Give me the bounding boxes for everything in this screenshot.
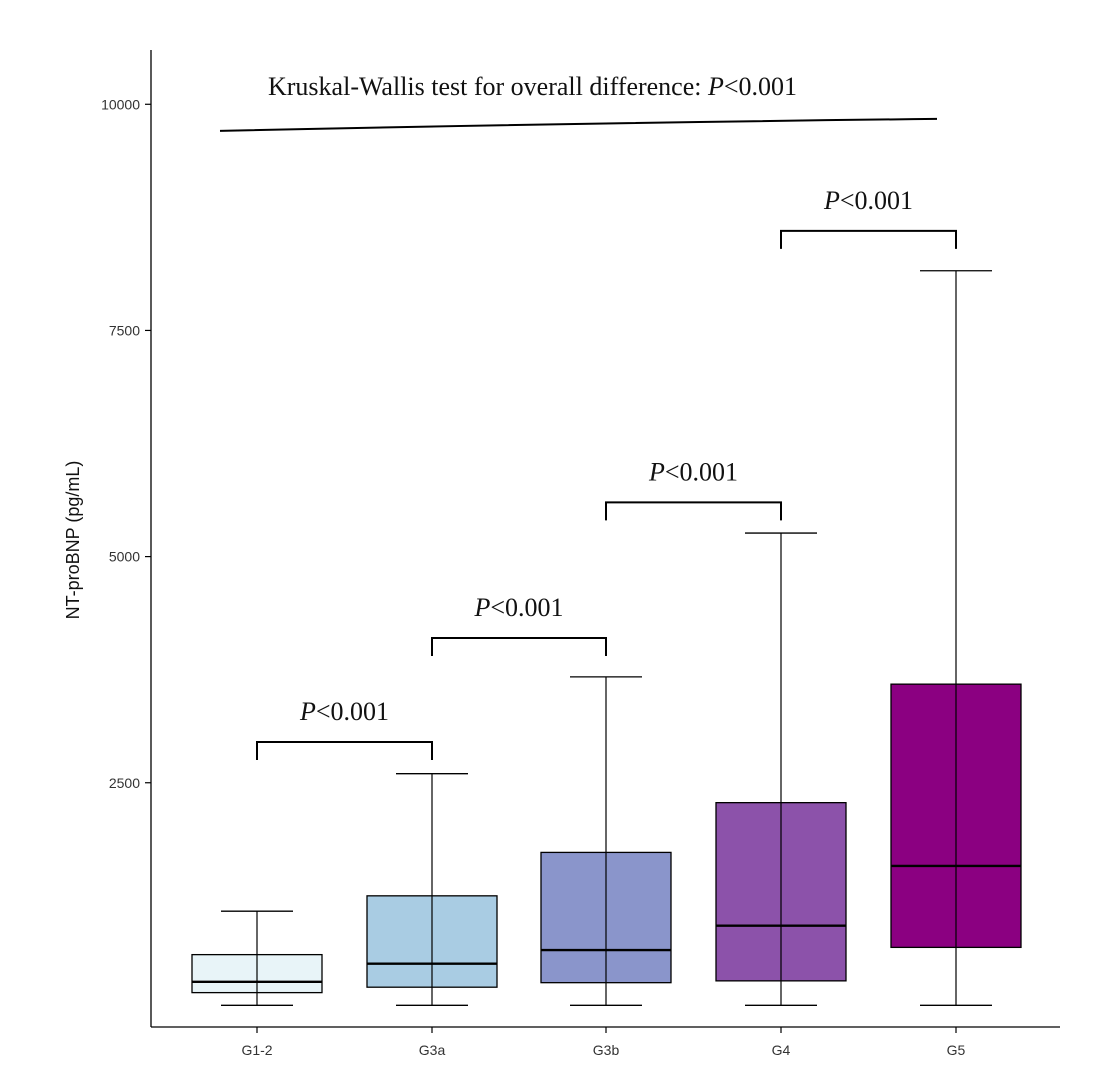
y-ticks: 2500 5000 7500 10000 [101,96,151,791]
y-tick-label: 7500 [109,322,140,338]
comparison-bracket [256,741,433,761]
x-ticks: G1-2 G3a G3b G4 G5 [241,1027,966,1058]
p-symbol: P [823,186,840,215]
box-g3a [366,773,498,1006]
pairwise-comparison: P<0.001 [780,186,957,249]
pairwise-comparison: P<0.001 [431,593,607,657]
p-value: <0.001 [665,457,738,486]
y-tick-label: 2500 [109,775,140,791]
y-tick-label: 10000 [101,96,140,112]
comparison-bracket [431,637,607,657]
comparison-p-label: P<0.001 [473,593,563,622]
x-tick-label: G5 [947,1042,966,1058]
x-tick-label: G1-2 [241,1042,272,1058]
comparison-p-label: P<0.001 [299,697,389,726]
axes: NT-proBNP (pg/mL) [63,50,1060,1028]
overall-test-text: Kruskal-Wallis test for overall differen… [268,72,708,101]
annotations: Kruskal-Wallis test for overall differen… [219,72,957,761]
overall-test-line [219,117,938,132]
comparison-bracket [605,501,782,521]
x-tick-label: G3b [593,1042,620,1058]
overall-p-value: <0.001 [724,72,797,101]
pairwise-comparison: P<0.001 [605,457,782,521]
y-tick-label: 5000 [109,549,140,565]
p-symbol: P [299,697,316,726]
p-symbol: P [648,457,665,486]
box-g1-2 [191,910,323,1006]
x-tick-label: G3a [419,1042,446,1058]
pairwise-comparison: P<0.001 [256,697,433,761]
comparison-p-label: P<0.001 [823,186,913,215]
comparison-bracket [780,229,957,249]
box-g4 [715,532,847,1006]
p-value: <0.001 [316,697,389,726]
box-g3b [540,676,672,1006]
p-value: <0.001 [490,593,563,622]
box-g5 [890,270,1022,1006]
p-symbol: P [473,593,490,622]
comparison-p-label: P<0.001 [648,457,738,486]
boxes [191,270,1022,1006]
overall-test-label: Kruskal-Wallis test for overall differen… [268,72,797,101]
p-value: <0.001 [840,186,913,215]
x-tick-label: G4 [772,1042,791,1058]
overall-p-symbol: P [707,72,724,101]
y-axis-title: NT-proBNP (pg/mL) [63,461,83,620]
